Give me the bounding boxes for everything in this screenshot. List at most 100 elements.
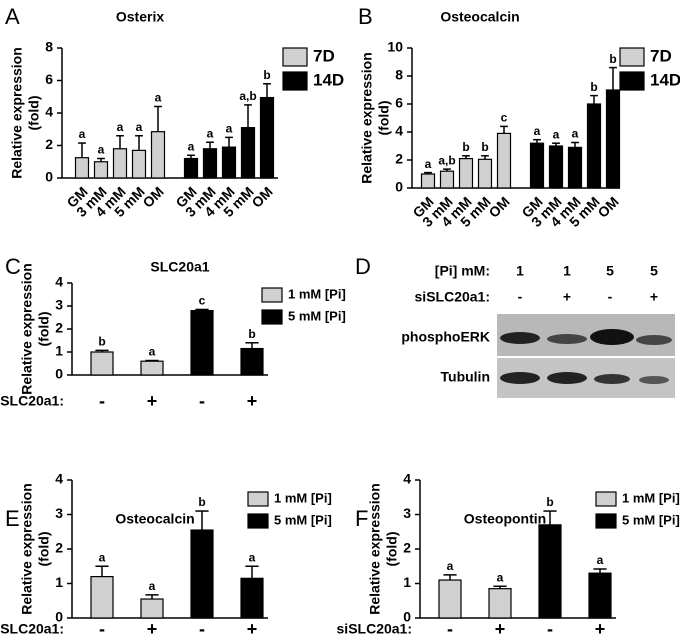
y-tick-label: 4: [403, 471, 411, 487]
x-tick-label: +: [147, 391, 158, 411]
bar: [221, 146, 237, 179]
y-tick-label: 8: [395, 67, 403, 83]
significance-label: c: [501, 111, 508, 125]
x-axis-label: siSLC20a1:: [0, 621, 64, 637]
significance-label: b: [462, 140, 469, 154]
legend-label: 7D: [313, 46, 335, 65]
significance-label: b: [263, 68, 270, 82]
x-tick-label: -: [547, 619, 553, 639]
y-tick-label: 2: [55, 320, 63, 336]
x-tick-label: OM: [594, 193, 621, 220]
y-tick-label: 1: [403, 574, 411, 590]
bar: [140, 360, 164, 376]
significance-label: a: [553, 127, 560, 141]
x-tick-label: -: [199, 619, 205, 639]
x-tick-label: OM: [248, 183, 275, 210]
significance-label: a: [572, 127, 579, 141]
significance-label: a: [249, 550, 256, 564]
x-axis-label: siSLC20a1:: [337, 621, 412, 637]
legend-label: 1 mM [Pi]: [622, 490, 680, 505]
panel-letter: F: [355, 506, 368, 531]
y-tick-label: 6: [395, 95, 403, 111]
x-axis-label: siSLC20a1:: [0, 393, 64, 409]
si-value: -: [608, 289, 613, 305]
x-tick-label: -: [99, 619, 105, 639]
x-tick-label: -: [99, 391, 105, 411]
bar: [202, 148, 218, 179]
x-tick-label: +: [595, 619, 606, 639]
legend-swatch: [247, 491, 269, 507]
legend-swatch: [261, 309, 283, 325]
significance-label: b: [98, 335, 105, 349]
panel-letter: C: [5, 254, 21, 279]
y-axis-label: Relative expression: [9, 47, 25, 179]
band: [639, 376, 669, 384]
y-tick-label: 3: [55, 297, 63, 313]
bar: [529, 142, 545, 189]
band: [547, 334, 587, 344]
band: [590, 329, 634, 345]
y-tick-label: 4: [55, 274, 63, 290]
y-tick-label: 2: [55, 540, 63, 556]
panel-letter: B: [358, 4, 373, 29]
bar: [90, 575, 114, 619]
legend-swatch: [247, 513, 269, 529]
y-tick-label: 3: [403, 505, 411, 521]
bar: [150, 131, 166, 179]
y-tick-label: 2: [403, 540, 411, 556]
legend-swatch: [595, 513, 617, 529]
significance-label: a,b: [438, 153, 455, 167]
y-axis-label: Relative expression: [19, 263, 35, 395]
chart-title: Osterix: [116, 9, 164, 25]
legend-label: 14D: [650, 70, 680, 89]
y-tick-label: 4: [45, 104, 53, 120]
significance-label: b: [481, 140, 488, 154]
x-tick-label: +: [247, 619, 258, 639]
bar: [183, 157, 199, 179]
pi-value: 1: [516, 263, 524, 279]
bar: [240, 127, 256, 179]
y-tick-label: 1: [55, 574, 63, 590]
significance-label: a: [155, 91, 162, 105]
bar: [488, 588, 512, 619]
y-tick-label: 2: [395, 151, 403, 167]
legend-label: 14D: [313, 70, 344, 89]
y-axis-label: Relative expression: [19, 483, 35, 615]
bar: [131, 149, 147, 179]
panel-letter: E: [5, 506, 20, 531]
chart-title: Osteopontin: [464, 511, 546, 527]
bar: [496, 132, 512, 189]
significance-label: a: [597, 553, 604, 567]
x-tick-label: +: [147, 619, 158, 639]
y-axis-label: Relative expression: [359, 52, 375, 184]
significance-label: a: [226, 122, 233, 136]
x-tick-label: -: [199, 391, 205, 411]
significance-label: b: [546, 495, 553, 509]
legend-swatch: [595, 491, 617, 507]
bar: [112, 148, 128, 179]
significance-label: a: [207, 126, 214, 140]
panel-letter: D: [355, 254, 371, 279]
pi-value: 5: [606, 263, 614, 279]
band: [636, 335, 672, 345]
y-axis-label: (fold): [376, 101, 392, 136]
legend-swatch: [619, 47, 645, 67]
pi-value: 5: [650, 263, 658, 279]
bar: [190, 529, 214, 619]
band: [547, 372, 587, 384]
y-tick-label: 4: [55, 471, 63, 487]
si-value: +: [563, 289, 571, 305]
legend-label: 1 mM [Pi]: [274, 490, 332, 505]
significance-label: a: [149, 345, 156, 359]
bar: [458, 158, 474, 189]
chart-title: Osteocalcin: [440, 9, 519, 25]
bar: [90, 351, 114, 376]
y-axis-label: (fold): [26, 96, 42, 131]
significance-label: c: [199, 294, 206, 308]
legend-label: 7D: [650, 46, 672, 65]
bar: [588, 572, 612, 619]
legend-label: 1 mM [Pi]: [288, 286, 346, 301]
band: [594, 374, 630, 384]
y-tick-label: 0: [45, 169, 53, 185]
y-tick-label: 4: [395, 123, 403, 139]
